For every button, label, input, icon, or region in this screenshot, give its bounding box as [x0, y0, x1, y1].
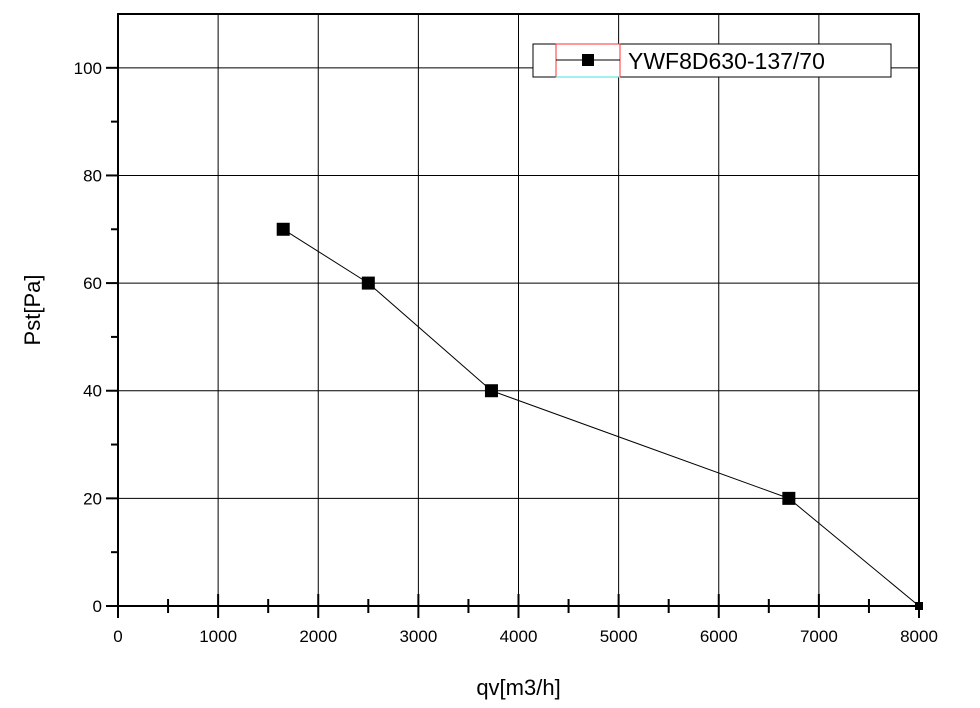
legend: YWF8D630-137/70: [532, 43, 892, 78]
y-tick-label: 80: [83, 166, 102, 185]
x-tick-label: 4000: [500, 627, 538, 646]
ticks: [106, 66, 920, 618]
data-point: [484, 384, 498, 398]
data-point: [276, 222, 290, 236]
x-tick-label: 2000: [299, 627, 337, 646]
x-axis-title: qv[m3/h]: [476, 675, 560, 700]
data-point: [361, 276, 375, 290]
x-tick-label: 7000: [800, 627, 838, 646]
y-tick-label: 60: [83, 274, 102, 293]
x-tick-label: 8000: [900, 627, 938, 646]
y-tick-label: 100: [74, 59, 102, 78]
tick-labels: 0 1000 2000 3000 4000 5000 6000 7000 8000 0 20 40 60…: [74, 59, 938, 646]
series: [276, 222, 923, 610]
legend-marker: [582, 54, 594, 66]
y-axis-title: Pst[Pa]: [20, 275, 45, 346]
y-tick-label: 40: [83, 382, 102, 401]
plot-frame: [117, 13, 920, 607]
x-tick-label: 1000: [199, 627, 237, 646]
y-tick-label: 0: [93, 597, 102, 616]
legend-label: YWF8D630-137/70: [628, 48, 825, 74]
x-tick-label: 3000: [399, 627, 437, 646]
x-tick-label: 5000: [600, 627, 638, 646]
y-tick-label: 20: [83, 489, 102, 508]
x-tick-label: 0: [113, 627, 122, 646]
data-point: [782, 491, 796, 505]
grid: [117, 14, 920, 607]
series-line: [282, 228, 920, 607]
x-tick-label: 6000: [700, 627, 738, 646]
